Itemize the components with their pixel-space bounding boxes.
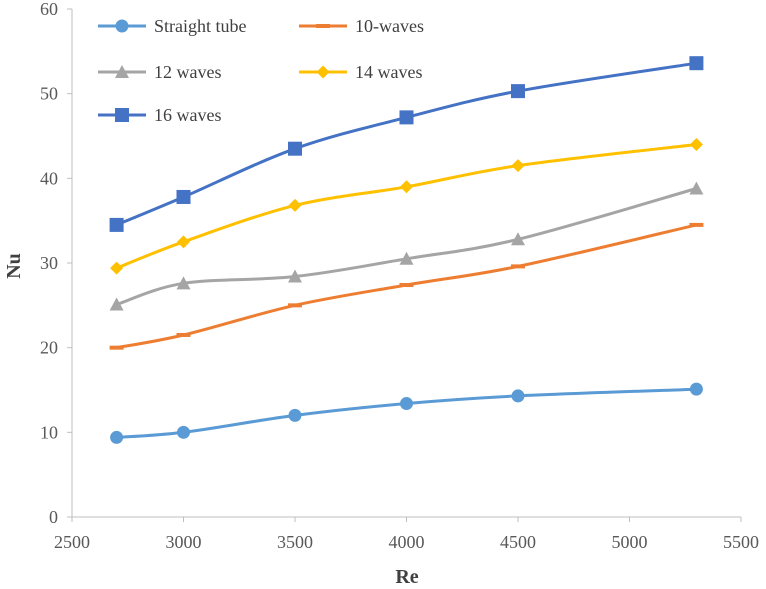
data-point xyxy=(511,389,525,403)
legend-label: 10-waves xyxy=(355,16,424,36)
legend-marker xyxy=(115,108,129,122)
y-tick-label: 40 xyxy=(40,168,58,188)
x-tick-label: 4500 xyxy=(500,532,536,552)
data-point xyxy=(511,84,525,99)
data-point xyxy=(177,235,190,249)
series-layer xyxy=(109,56,704,444)
data-point xyxy=(689,222,704,227)
legend-marker xyxy=(316,24,330,28)
legend-label: 14 waves xyxy=(355,62,422,82)
x-axis-title: Re xyxy=(395,566,418,588)
data-point xyxy=(176,276,191,290)
y-tick-label: 10 xyxy=(40,422,58,442)
data-point xyxy=(288,198,302,212)
legend-marker xyxy=(115,65,129,78)
data-point xyxy=(689,181,704,195)
x-tick-label: 3000 xyxy=(166,532,202,552)
legend-item-3: 14 waves xyxy=(299,62,422,82)
y-tick-label: 0 xyxy=(49,507,58,527)
legend-label: Straight tube xyxy=(154,16,247,36)
data-point xyxy=(511,264,525,269)
series-line xyxy=(115,387,698,439)
data-point xyxy=(399,110,414,125)
series-line xyxy=(115,61,698,227)
x-tick-label: 3500 xyxy=(277,532,313,552)
series-line xyxy=(115,143,698,270)
data-point xyxy=(109,345,124,350)
legend-label: 12 waves xyxy=(154,62,221,82)
series-4 xyxy=(109,56,704,232)
y-tick-label: 30 xyxy=(40,253,58,273)
data-point xyxy=(110,430,124,444)
data-point xyxy=(399,283,414,288)
series-3 xyxy=(110,137,703,275)
data-point xyxy=(399,251,414,265)
legend-item-2: 12 waves xyxy=(98,62,221,82)
legend-marker xyxy=(115,19,129,33)
legend-item-0: Straight tube xyxy=(98,16,247,36)
x-tick-label: 5000 xyxy=(612,532,648,552)
x-tick-label: 5500 xyxy=(723,532,759,552)
data-point xyxy=(511,232,525,246)
axes: 2500 3000 3500 4000 4500 5000 5500 0 10 20 30 40 50 6… xyxy=(40,0,759,552)
legend-item-1: 10-waves xyxy=(299,16,424,36)
series-2 xyxy=(109,181,704,311)
data-point xyxy=(689,137,703,151)
data-point xyxy=(400,180,413,194)
data-point xyxy=(109,297,124,311)
data-point xyxy=(109,217,124,232)
y-tick-label: 50 xyxy=(40,84,58,104)
data-point xyxy=(511,159,525,173)
data-point xyxy=(176,189,191,204)
legend-item-4: 16 waves xyxy=(98,105,221,125)
y-tick-label: 20 xyxy=(40,338,58,358)
data-point xyxy=(110,261,124,275)
data-point xyxy=(288,408,302,422)
data-point xyxy=(176,332,191,337)
legend-marker xyxy=(316,65,330,79)
legend-label: 16 waves xyxy=(154,105,221,125)
data-point xyxy=(288,303,302,308)
legend: Straight tube 10-waves 12 waves 14 waves 16 … xyxy=(98,16,424,125)
y-axis-title: Nu xyxy=(3,253,25,279)
y-tick-label: 60 xyxy=(40,0,58,19)
data-point xyxy=(288,269,302,283)
data-point xyxy=(689,382,703,396)
series-0 xyxy=(110,382,703,444)
data-point xyxy=(689,56,704,71)
x-tick-label: 4000 xyxy=(389,532,425,552)
x-tick-label: 2500 xyxy=(54,532,90,552)
data-point xyxy=(177,425,190,439)
series-1 xyxy=(109,222,704,350)
data-point xyxy=(400,397,413,411)
data-point xyxy=(288,141,302,156)
